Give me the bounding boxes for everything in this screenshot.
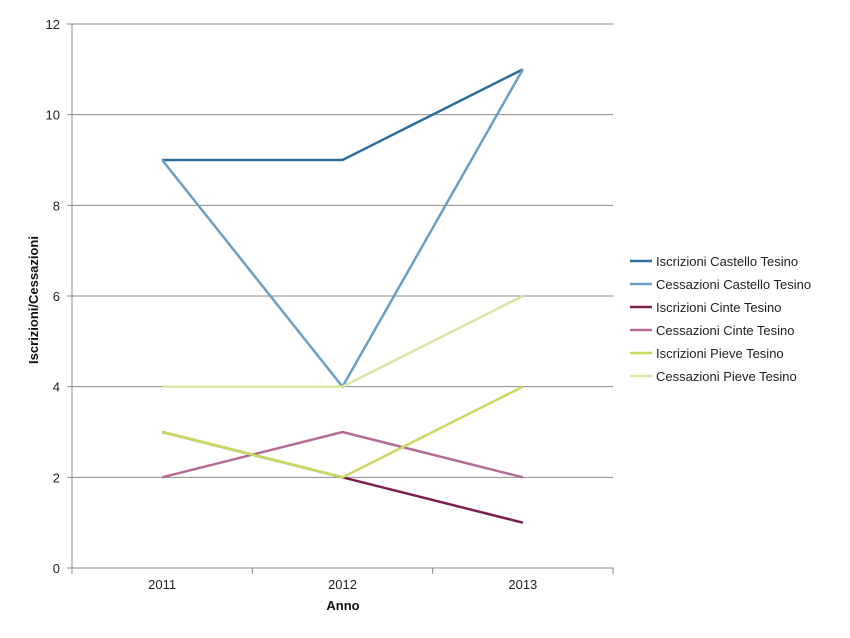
legend-label: Iscrizioni Castello Tesino bbox=[656, 254, 798, 269]
legend-label: Iscrizioni Cinte Tesino bbox=[656, 300, 781, 315]
x-tick-label: 2012 bbox=[328, 577, 357, 592]
y-tick-labels: 0 2 4 6 8 10 12 bbox=[46, 17, 60, 576]
series-line bbox=[161, 430, 524, 479]
y-tick-label: 0 bbox=[53, 561, 60, 576]
y-tick-label: 8 bbox=[53, 198, 60, 213]
y-axis-title: Iscrizioni/Cessazioni bbox=[26, 236, 41, 364]
series-line bbox=[162, 294, 524, 388]
x-axis-title: Anno bbox=[326, 598, 359, 613]
y-tick-label: 12 bbox=[46, 17, 60, 32]
legend-label: Iscrizioni Pieve Tesino bbox=[656, 346, 784, 361]
x-tick-label: 2011 bbox=[148, 577, 176, 592]
series-line bbox=[162, 68, 524, 162]
legend: Iscrizioni Castello Tesino Cessazioni Cas… bbox=[630, 254, 811, 384]
series-line bbox=[161, 385, 524, 479]
legend-label: Cessazioni Castello Tesino bbox=[656, 277, 811, 292]
axes bbox=[67, 23, 614, 574]
legend-label: Cessazioni Cinte Tesino bbox=[656, 323, 795, 338]
legend-label: Cessazioni Pieve Tesino bbox=[656, 369, 797, 384]
series-line bbox=[161, 68, 524, 389]
y-tick-label: 4 bbox=[53, 380, 60, 395]
gridlines bbox=[72, 23, 613, 478]
y-tick-label: 6 bbox=[53, 289, 60, 304]
y-tick-label: 10 bbox=[46, 108, 60, 123]
x-tick-labels: 2011 2012 2013 bbox=[148, 577, 537, 592]
x-tick-label: 2013 bbox=[508, 577, 537, 592]
series-lines bbox=[161, 68, 524, 524]
y-tick-label: 2 bbox=[53, 470, 60, 485]
